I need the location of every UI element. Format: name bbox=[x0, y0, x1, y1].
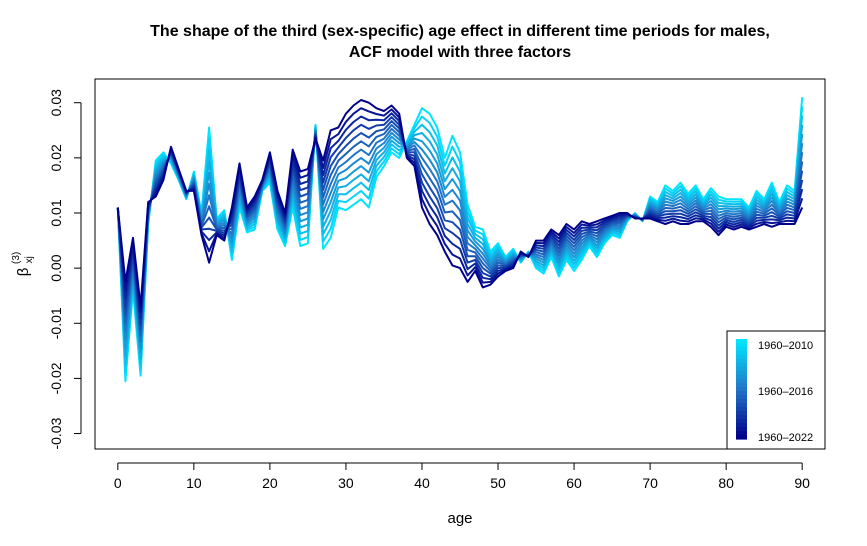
chart-title-line-2: ACF model with three factors bbox=[349, 44, 571, 61]
legend-color-swatch bbox=[736, 371, 747, 376]
x-axis-label: age bbox=[447, 510, 472, 527]
legend-color-swatch bbox=[736, 411, 747, 416]
x-axis: 0 10 20 30 40 50 60 70 80 90 bbox=[114, 462, 810, 491]
x-tick-label: 10 bbox=[186, 475, 202, 491]
x-tick-label: 80 bbox=[718, 475, 734, 491]
legend: 1960–2010 1960–2016 1960–2022 bbox=[726, 330, 826, 450]
legend-entry-1960-2022: 1960–2022 bbox=[758, 432, 813, 444]
legend-color-swatch bbox=[736, 347, 747, 352]
legend-color-swatch bbox=[736, 367, 747, 372]
legend-color-swatch bbox=[736, 407, 747, 412]
series-line bbox=[116, 124, 804, 360]
legend-color-swatch bbox=[736, 375, 747, 380]
y-tick-label: -0.01 bbox=[48, 307, 64, 339]
y-tick-label: -0.03 bbox=[48, 417, 64, 449]
y-axis: -0.03 -0.02 -0.01 0.00 0.01 0.02 0.03 bbox=[48, 89, 82, 450]
y-axis-label-subscript: xj bbox=[24, 256, 35, 263]
y-axis-label: β xj (3) bbox=[11, 252, 36, 276]
legend-color-swatch bbox=[736, 359, 747, 364]
series-line bbox=[116, 99, 804, 308]
y-tick-label: 0.03 bbox=[48, 89, 64, 116]
legend-entry-1960-2010: 1960–2010 bbox=[758, 340, 813, 352]
series-line bbox=[116, 106, 804, 374]
series-layer bbox=[116, 97, 804, 383]
legend-color-swatch bbox=[736, 343, 747, 348]
legend-color-swatch bbox=[736, 387, 747, 392]
plot-frame bbox=[94, 78, 826, 450]
legend-color-swatch bbox=[736, 435, 747, 440]
series-line bbox=[116, 120, 804, 331]
legend-color-swatch bbox=[736, 423, 747, 428]
legend-color-swatch bbox=[736, 355, 747, 360]
y-tick-label: 0.02 bbox=[48, 144, 64, 171]
series-line bbox=[116, 112, 804, 320]
legend-color-swatch bbox=[736, 351, 747, 356]
x-tick-label: 70 bbox=[642, 475, 658, 491]
x-tick-label: 20 bbox=[262, 475, 278, 491]
legend-entry-1960-2016: 1960–2016 bbox=[758, 386, 813, 398]
x-tick-label: 60 bbox=[566, 475, 582, 491]
legend-color-swatch bbox=[736, 383, 747, 388]
x-tick-label: 90 bbox=[794, 475, 810, 491]
y-axis-label-symbol: β bbox=[15, 267, 32, 276]
legend-color-swatch bbox=[736, 339, 747, 344]
legend-color-swatch bbox=[736, 395, 747, 400]
y-tick-label: 0.01 bbox=[48, 199, 64, 226]
x-tick-label: 0 bbox=[114, 475, 122, 491]
y-tick-label: -0.02 bbox=[48, 362, 64, 394]
legend-color-swatch bbox=[736, 363, 747, 368]
y-axis-label-superscript: (3) bbox=[11, 252, 22, 264]
x-tick-label: 30 bbox=[338, 475, 354, 491]
x-tick-label: 50 bbox=[490, 475, 506, 491]
legend-color-swatch bbox=[736, 399, 747, 404]
series-line bbox=[116, 128, 804, 354]
legend-color-swatch bbox=[736, 419, 747, 424]
legend-color-bar bbox=[736, 339, 747, 440]
legend-color-swatch bbox=[736, 427, 747, 432]
series-line bbox=[116, 116, 804, 325]
chart-title-line-1: The shape of the third (sex-specific) ag… bbox=[150, 23, 770, 40]
legend-color-swatch bbox=[736, 391, 747, 396]
legend-color-swatch bbox=[736, 379, 747, 384]
series-line bbox=[116, 97, 804, 383]
x-tick-label: 40 bbox=[414, 475, 430, 491]
series-line bbox=[116, 127, 804, 343]
series-line bbox=[116, 124, 804, 337]
legend-color-swatch bbox=[736, 403, 747, 408]
series-line bbox=[116, 115, 804, 366]
series-line bbox=[116, 129, 804, 348]
legend-color-swatch bbox=[736, 431, 747, 436]
svg-text:β xj (3): β xj (3) bbox=[11, 252, 36, 276]
legend-color-swatch bbox=[736, 415, 747, 420]
y-tick-label: 0.00 bbox=[48, 254, 64, 281]
